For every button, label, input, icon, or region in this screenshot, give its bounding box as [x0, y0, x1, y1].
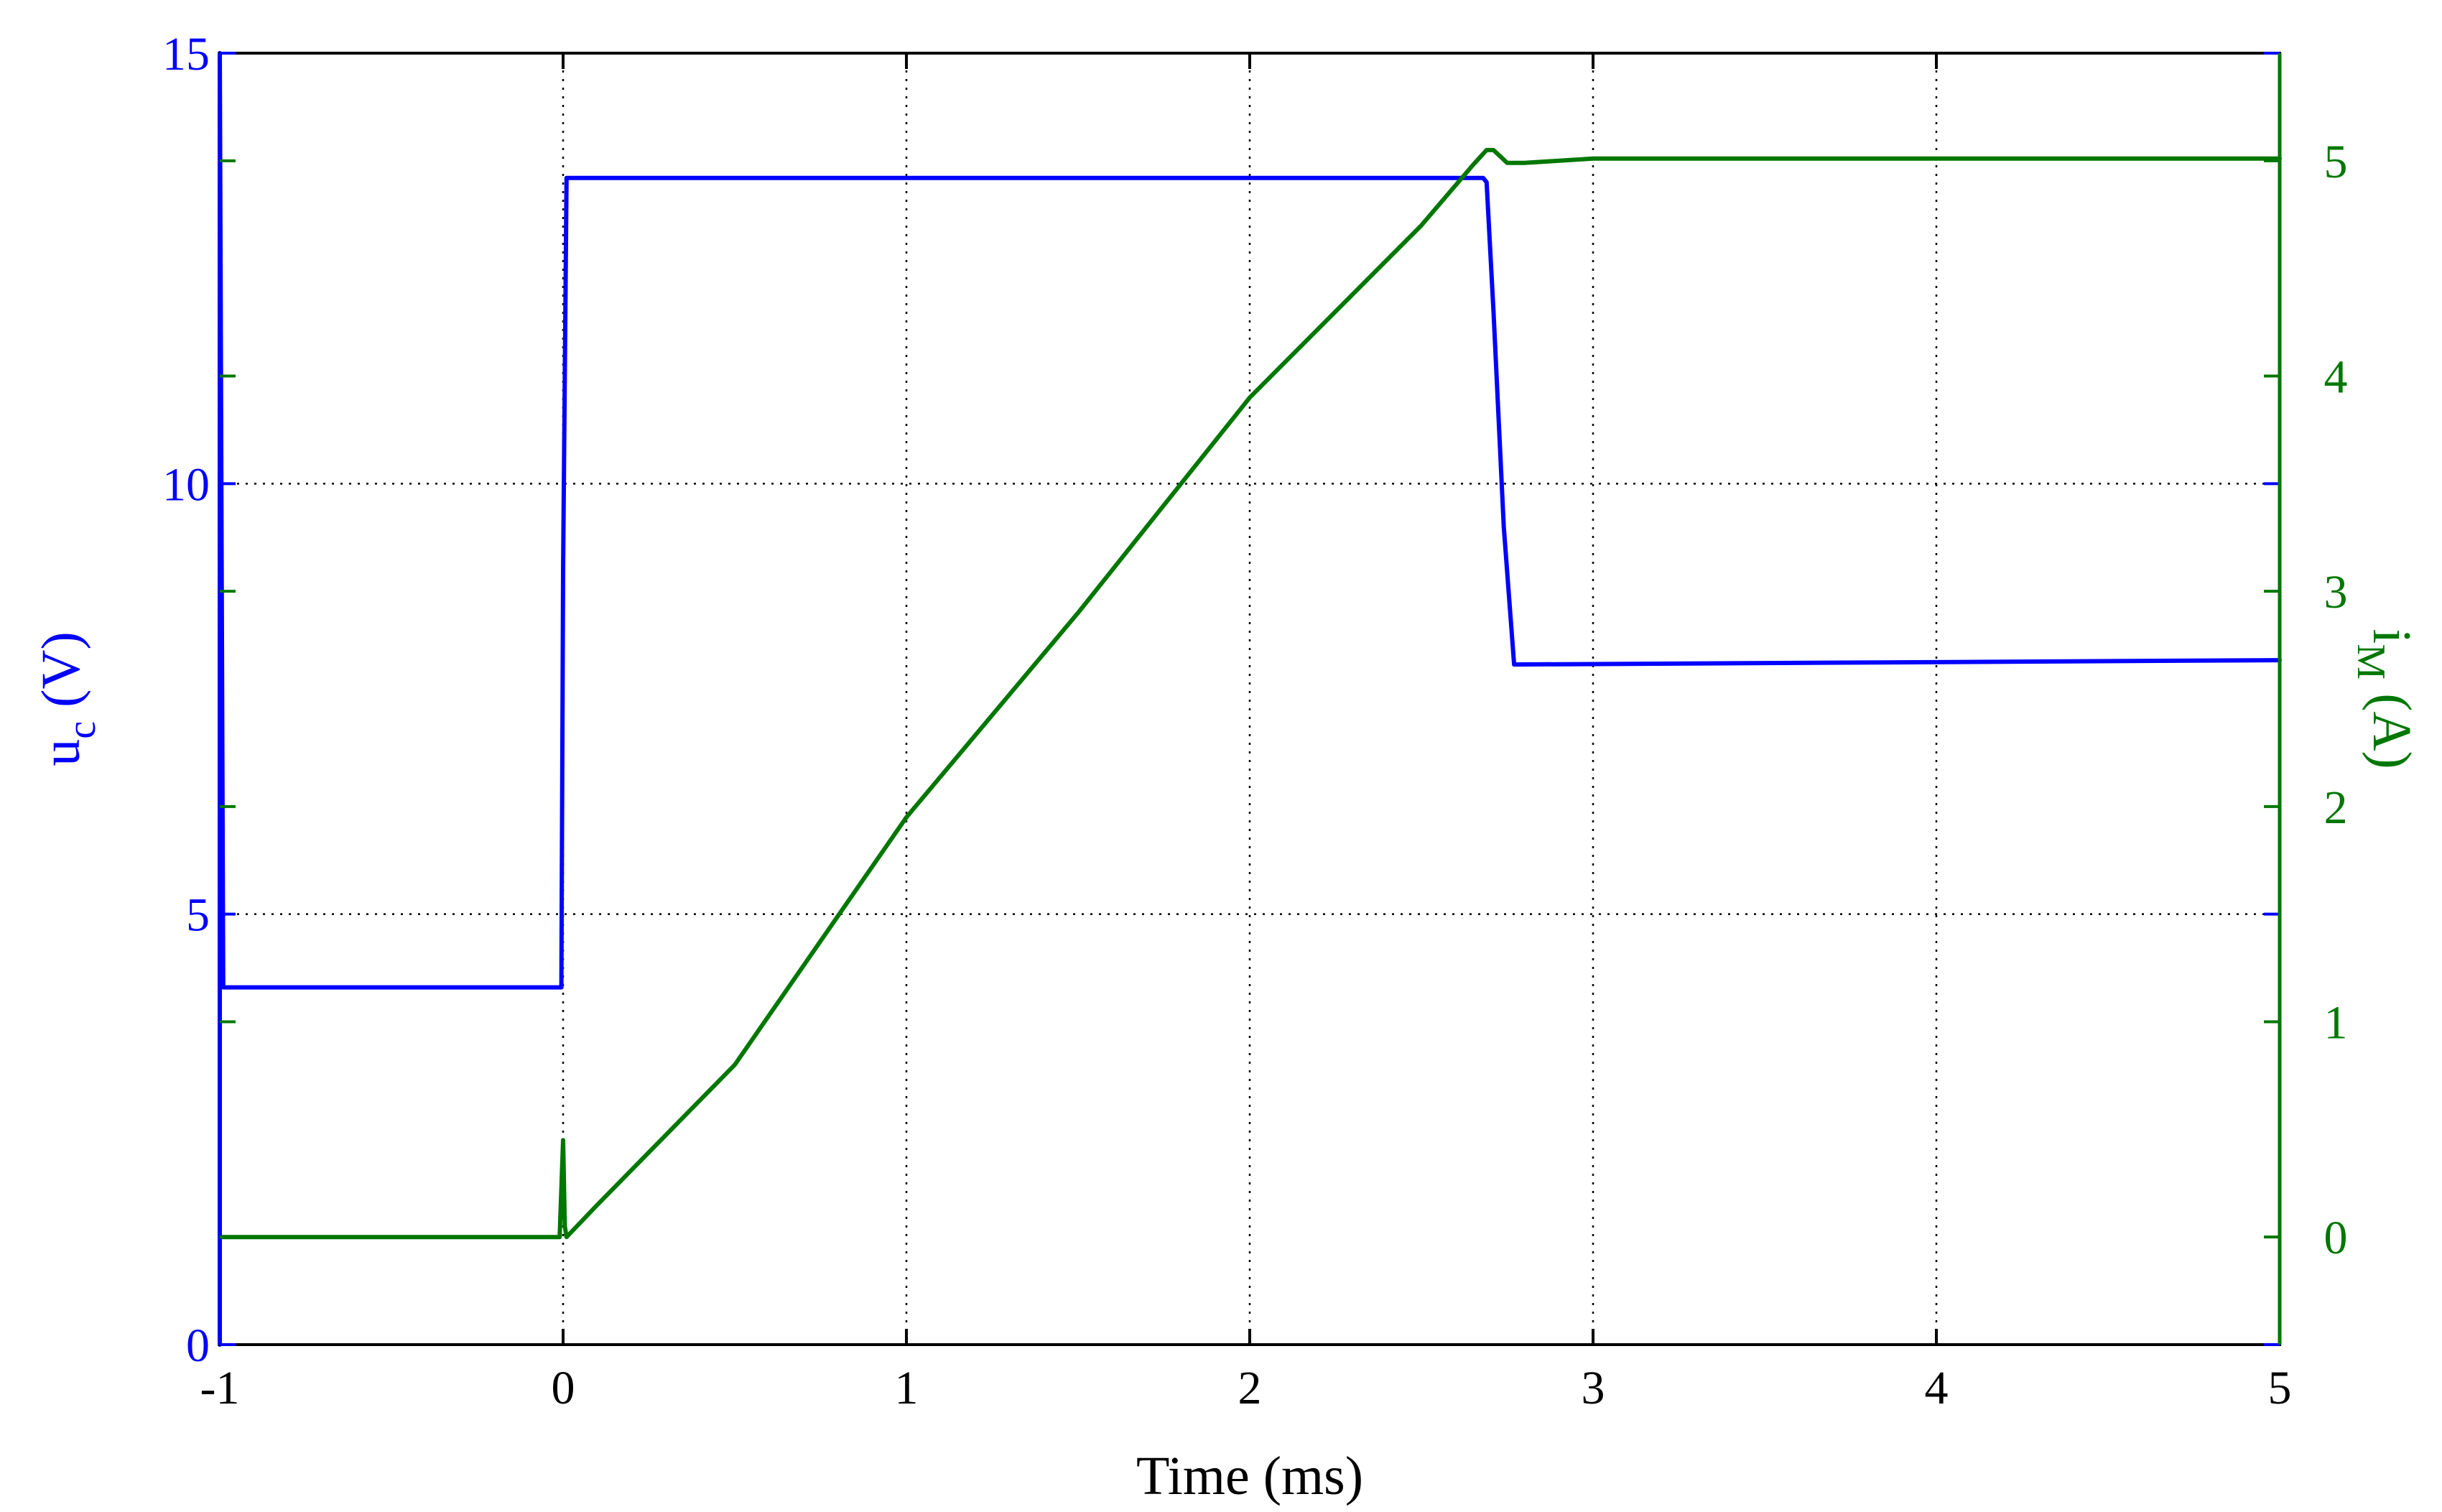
right-axis-label: iM (A): [2349, 629, 2422, 769]
x-tick-label: 3: [1582, 1362, 1605, 1414]
right-tick-label: 4: [2324, 351, 2348, 404]
right-axis-ticks: 0 1 2 3 4 5: [220, 53, 2348, 1345]
x-tick-label: 1: [895, 1362, 919, 1414]
x-tick-label: 0: [552, 1362, 575, 1414]
left-tick-label: 5: [186, 889, 210, 942]
x-tick-label: 4: [1925, 1362, 1949, 1414]
right-tick-label: 2: [2324, 781, 2348, 834]
x-axis-label: Time (ms): [1136, 1446, 1363, 1506]
left-axis-ticks: 0 5 10 15: [162, 28, 2280, 1372]
x-axis-ticks: -1 0 1 2 3 4 5: [200, 53, 2292, 1414]
x-tick-label: 2: [1238, 1362, 1262, 1414]
right-tick-label: 5: [2324, 136, 2348, 188]
right-tick-label: 0: [2324, 1212, 2348, 1264]
grid: [220, 53, 2280, 1345]
left-tick-label: 10: [162, 458, 210, 511]
right-tick-label: 3: [2324, 566, 2348, 618]
right-tick-label: 1: [2324, 997, 2348, 1049]
left-axis-label: uc (V): [31, 631, 104, 766]
series-line-uc: [218, 51, 2282, 1347]
series-layer: [218, 51, 2282, 1347]
left-tick-label: 0: [186, 1319, 210, 1372]
x-tick-label: -1: [200, 1362, 240, 1414]
x-tick-label: 5: [2268, 1362, 2292, 1414]
left-tick-label: 15: [162, 28, 210, 80]
series-line-im: [218, 147, 2282, 1240]
